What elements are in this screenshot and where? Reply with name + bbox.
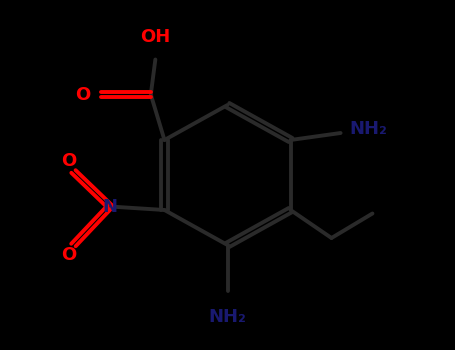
Text: O: O <box>61 152 76 170</box>
Text: N: N <box>102 197 117 216</box>
Text: OH: OH <box>140 28 171 46</box>
Text: O: O <box>75 85 90 104</box>
Text: NH₂: NH₂ <box>350 120 388 139</box>
Text: O: O <box>61 246 76 265</box>
Text: NH₂: NH₂ <box>208 308 247 326</box>
